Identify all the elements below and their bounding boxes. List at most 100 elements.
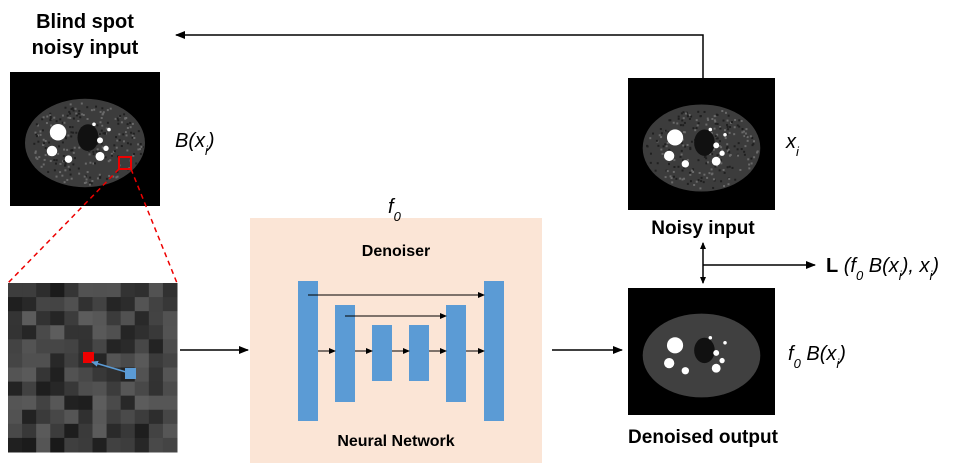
noise	[87, 171, 89, 173]
noise	[743, 135, 745, 137]
noise	[657, 145, 659, 147]
noise	[725, 137, 727, 139]
noise	[745, 133, 747, 135]
noise	[662, 153, 664, 155]
noise	[66, 149, 68, 151]
pixel	[149, 311, 164, 326]
noise	[62, 115, 64, 117]
pixel	[93, 382, 108, 397]
noise	[97, 148, 99, 150]
pixel	[121, 311, 136, 326]
pixel	[8, 438, 23, 453]
pixel	[22, 438, 37, 453]
noise	[757, 150, 759, 152]
lung	[694, 130, 715, 156]
noise	[667, 170, 669, 172]
noise	[42, 144, 44, 146]
pixel	[64, 396, 79, 411]
noise	[689, 118, 691, 120]
noise	[137, 143, 139, 145]
pixel	[163, 438, 178, 453]
hot-spot	[713, 350, 719, 356]
noise	[689, 172, 691, 174]
pixel	[50, 339, 65, 354]
pixel	[135, 410, 150, 425]
title-line: noisy input	[32, 37, 139, 59]
noise	[67, 115, 69, 117]
noise	[723, 185, 725, 187]
noise	[673, 176, 675, 178]
noise	[650, 162, 652, 164]
noise	[133, 153, 135, 155]
noise	[62, 141, 64, 143]
noise	[724, 129, 726, 131]
noise	[739, 169, 741, 171]
noise	[741, 120, 743, 122]
noise	[679, 178, 681, 180]
hot-spot	[709, 336, 713, 340]
noise	[728, 178, 730, 180]
noise	[738, 119, 740, 121]
hot-spot	[47, 146, 58, 157]
noise	[99, 133, 101, 135]
pixel	[107, 424, 122, 439]
pixel	[50, 368, 65, 383]
noise	[69, 126, 71, 128]
hot-spot	[65, 155, 73, 163]
noise	[731, 167, 733, 169]
pixel	[36, 382, 51, 397]
pixel	[22, 368, 37, 383]
noise	[43, 142, 45, 144]
pixel	[50, 353, 65, 368]
noise	[734, 119, 736, 121]
text-part: )	[837, 343, 846, 365]
lung	[694, 338, 715, 363]
noise	[724, 172, 726, 174]
noise	[41, 118, 43, 120]
pixel	[163, 311, 178, 326]
pixel	[78, 438, 93, 453]
pixel	[149, 382, 164, 397]
noise	[745, 128, 747, 130]
pixel	[121, 396, 136, 411]
noise	[132, 155, 134, 157]
noise	[59, 171, 61, 173]
pixel	[121, 438, 136, 453]
noise	[649, 137, 651, 139]
noise	[675, 178, 677, 180]
noise	[130, 126, 132, 128]
pixel	[78, 424, 93, 439]
noise	[140, 143, 142, 145]
noise	[684, 131, 686, 133]
noise	[75, 108, 77, 110]
pixel	[36, 353, 51, 368]
noise	[652, 133, 654, 135]
noise	[668, 163, 670, 165]
pixel	[163, 410, 178, 425]
pixel	[121, 325, 136, 340]
noise	[126, 134, 128, 136]
noise	[133, 137, 135, 139]
pixel	[36, 311, 51, 326]
noise	[107, 109, 109, 111]
pixel	[22, 297, 37, 312]
noise	[711, 168, 713, 170]
noise	[43, 163, 45, 165]
noise	[725, 112, 727, 114]
noise	[96, 150, 98, 152]
noise	[680, 124, 682, 126]
noise	[687, 144, 689, 146]
noise	[708, 172, 710, 174]
noise	[752, 143, 754, 145]
noise	[678, 116, 680, 118]
pixel	[78, 339, 93, 354]
noise	[703, 174, 705, 176]
noise	[723, 120, 725, 122]
hot-spot	[96, 152, 105, 161]
noise	[36, 123, 38, 125]
pixel	[50, 283, 65, 298]
noise	[680, 156, 682, 158]
hot-spot	[723, 341, 727, 345]
noise	[73, 118, 75, 120]
pixel	[135, 353, 150, 368]
